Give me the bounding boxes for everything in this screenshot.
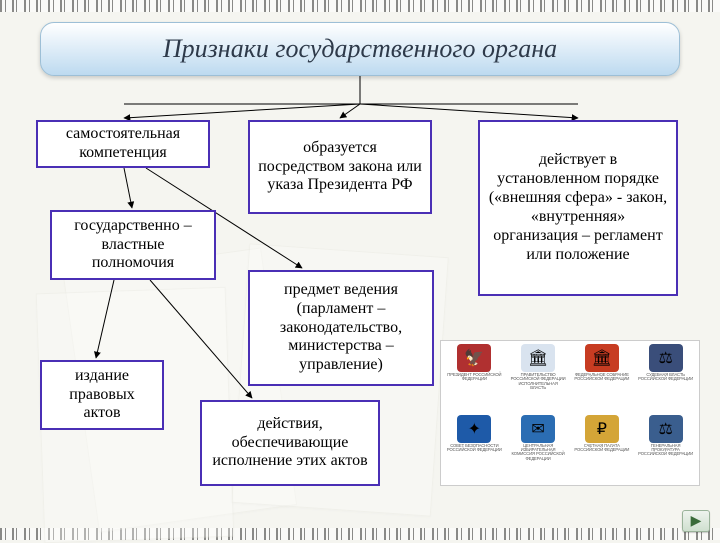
slide-title: Признаки государственного органа <box>40 22 680 76</box>
emblem-icon: ✦ <box>457 415 491 443</box>
concept-node-text: действия, обеспечивающие исполнение этих… <box>210 415 370 472</box>
emblem-item: ⚖ГЕНЕРАЛЬНАЯ ПРОКУРАТУРА РОССИЙСКОЙ ФЕДЕ… <box>635 415 696 483</box>
concept-node: издание правовых актов <box>40 360 164 430</box>
emblem-item: ₽СЧЕТНАЯ ПАЛАТА РОССИЙСКОЙ ФЕДЕРАЦИИ <box>572 415 633 483</box>
emblem-caption: СУДЕБНАЯ ВЛАСТЬ РОССИЙСКОЙ ФЕДЕРАЦИИ <box>638 373 694 382</box>
concept-node-text: государственно – властные полномочия <box>60 217 206 274</box>
emblem-caption: ПРАВИТЕЛЬСТВО РОССИЙСКОЙ ФЕДЕРАЦИИ ИСПОЛ… <box>510 373 566 391</box>
concept-node: образуется посредством закона или указа … <box>248 120 432 214</box>
emblem-item: 🏛ФЕДЕРАЛЬНОЕ СОБРАНИЕ РОССИЙСКОЙ ФЕДЕРАЦ… <box>572 344 633 412</box>
emblem-item: ✉ЦЕНТРАЛЬНАЯ ИЗБИРАТЕЛЬНАЯ КОМИССИЯ РОСС… <box>508 415 569 483</box>
emblem-caption: ПРЕЗИДЕНТ РОССИЙСКОЙ ФЕДЕРАЦИИ <box>446 373 502 382</box>
concept-node: предмет ведения (парламент – законодател… <box>248 270 434 386</box>
concept-node-text: самостоятельная компетенция <box>46 125 200 163</box>
emblem-caption: СОВЕТ БЕЗОПАСНОСТИ РОССИЙСКОЙ ФЕДЕРАЦИИ <box>446 444 502 453</box>
concept-node-text: действует в установленном порядке («внеш… <box>488 151 668 264</box>
emblem-icon: ⚖ <box>649 415 683 443</box>
emblem-icon: ✉ <box>521 415 555 443</box>
concept-node: действует в установленном порядке («внеш… <box>478 120 678 296</box>
emblem-icon: 🏛 <box>521 344 555 372</box>
emblems-panel: 🦅ПРЕЗИДЕНТ РОССИЙСКОЙ ФЕДЕРАЦИИ🏛ПРАВИТЕЛ… <box>440 340 700 486</box>
emblem-item: ⚖СУДЕБНАЯ ВЛАСТЬ РОССИЙСКОЙ ФЕДЕРАЦИИ <box>635 344 696 412</box>
emblem-item: 🦅ПРЕЗИДЕНТ РОССИЙСКОЙ ФЕДЕРАЦИИ <box>444 344 505 412</box>
emblem-item: ✦СОВЕТ БЕЗОПАСНОСТИ РОССИЙСКОЙ ФЕДЕРАЦИИ <box>444 415 505 483</box>
emblem-icon: ₽ <box>585 415 619 443</box>
decorative-strip-top <box>0 0 720 12</box>
play-icon: ▶ <box>691 513 702 530</box>
emblem-caption: СЧЕТНАЯ ПАЛАТА РОССИЙСКОЙ ФЕДЕРАЦИИ <box>574 444 630 453</box>
next-slide-button[interactable]: ▶ <box>682 510 710 532</box>
concept-node: государственно – властные полномочия <box>50 210 216 280</box>
emblem-caption: ГЕНЕРАЛЬНАЯ ПРОКУРАТУРА РОССИЙСКОЙ ФЕДЕР… <box>638 444 694 457</box>
emblem-icon: ⚖ <box>649 344 683 372</box>
emblem-icon: 🏛 <box>585 344 619 372</box>
emblem-caption: ЦЕНТРАЛЬНАЯ ИЗБИРАТЕЛЬНАЯ КОМИССИЯ РОССИ… <box>510 444 566 462</box>
emblem-icon: 🦅 <box>457 344 491 372</box>
concept-node-text: издание правовых актов <box>50 367 154 424</box>
slide-title-text: Признаки государственного органа <box>163 34 557 64</box>
emblem-caption: ФЕДЕРАЛЬНОЕ СОБРАНИЕ РОССИЙСКОЙ ФЕДЕРАЦИ… <box>574 373 630 382</box>
emblem-item: 🏛ПРАВИТЕЛЬСТВО РОССИЙСКОЙ ФЕДЕРАЦИИ ИСПО… <box>508 344 569 412</box>
concept-node: самостоятельная компетенция <box>36 120 210 168</box>
concept-node-text: предмет ведения (парламент – законодател… <box>258 281 424 375</box>
concept-node: действия, обеспечивающие исполнение этих… <box>200 400 380 486</box>
concept-node-text: образуется посредством закона или указа … <box>258 139 422 196</box>
